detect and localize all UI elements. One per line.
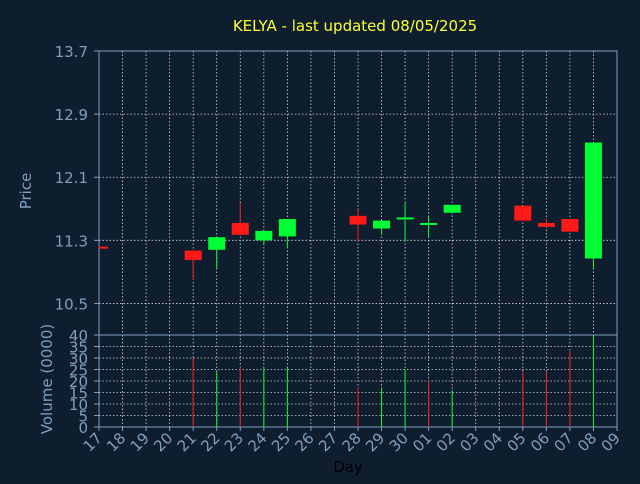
price-axis-label: Price [17,173,35,210]
x-tick-label: 21 [174,429,200,455]
x-tick-label: 03 [456,429,482,455]
volume-ytick-label: 30 [69,350,88,368]
candle-body-21 [184,250,202,261]
x-tick-label: 01 [409,429,435,455]
x-tick-label: 08 [574,429,600,455]
x-tick-label: 04 [480,429,506,455]
price-ytick-label: 10.5 [55,295,88,313]
candle-body-25 [278,219,296,237]
candle-body-06 [537,222,555,227]
volume-ytick-label: 5 [78,408,88,426]
candle-body-01 [420,222,438,225]
volume-ytick-label: 20 [69,373,88,391]
candle-body-07 [561,219,579,232]
x-axis-label: Day [333,458,363,476]
x-tick-label: 02 [433,429,459,455]
price-ytick-label: 12.1 [55,169,88,187]
volume-ytick-label: 10 [69,396,88,414]
volume-ytick-label: 25 [69,362,88,380]
price-ytick-label: 12.9 [55,106,88,124]
x-tick-label: 29 [362,429,388,455]
candle-body-30 [396,217,414,220]
candle-body-22 [208,237,226,250]
x-tick-label: 22 [197,429,223,455]
candle-body-24 [255,230,273,241]
volume-axis-label: Volume (0000) [38,324,56,434]
price-ytick-label: 13.7 [55,43,88,61]
x-tick-label: 09 [598,429,624,455]
x-tick-label: 06 [527,429,553,455]
candle-body-29 [373,220,391,229]
price-panel: 13.7 12.9 12.1 11.3 10.5 Price [17,43,618,336]
x-tick-label: 05 [503,429,529,455]
candle-body-28 [349,215,367,225]
x-tick-label: 27 [315,429,341,455]
x-tick-label: 23 [221,429,247,455]
candle-body-08 [584,142,602,259]
volume-ytick-label: 40 [69,327,88,345]
volume-ytick-label: 15 [69,385,88,403]
x-tick-label: 20 [150,429,176,455]
candle-body-23 [231,222,249,235]
x-tick-label: 07 [551,429,577,455]
x-tick-label: 24 [244,429,270,455]
x-tick-label: 28 [339,429,365,455]
x-tick-label: 25 [268,429,294,455]
chart-title: KELYA - last updated 08/05/2025 [233,17,477,35]
x-tick-label: 19 [127,429,153,455]
price-ytick-label: 11.3 [55,232,88,250]
x-tick-label: 26 [292,429,318,455]
candle-body-17 [99,246,108,249]
volume-ytick-label: 0 [78,419,88,437]
x-tick-label: 18 [103,429,129,455]
candle-body-02 [443,204,461,213]
volume-ytick-label: 35 [69,339,88,357]
x-tick-label: 30 [386,429,412,455]
x-axis: 1718192021222324252627282930010203040506… [80,427,624,476]
candle-body-05 [514,205,532,221]
